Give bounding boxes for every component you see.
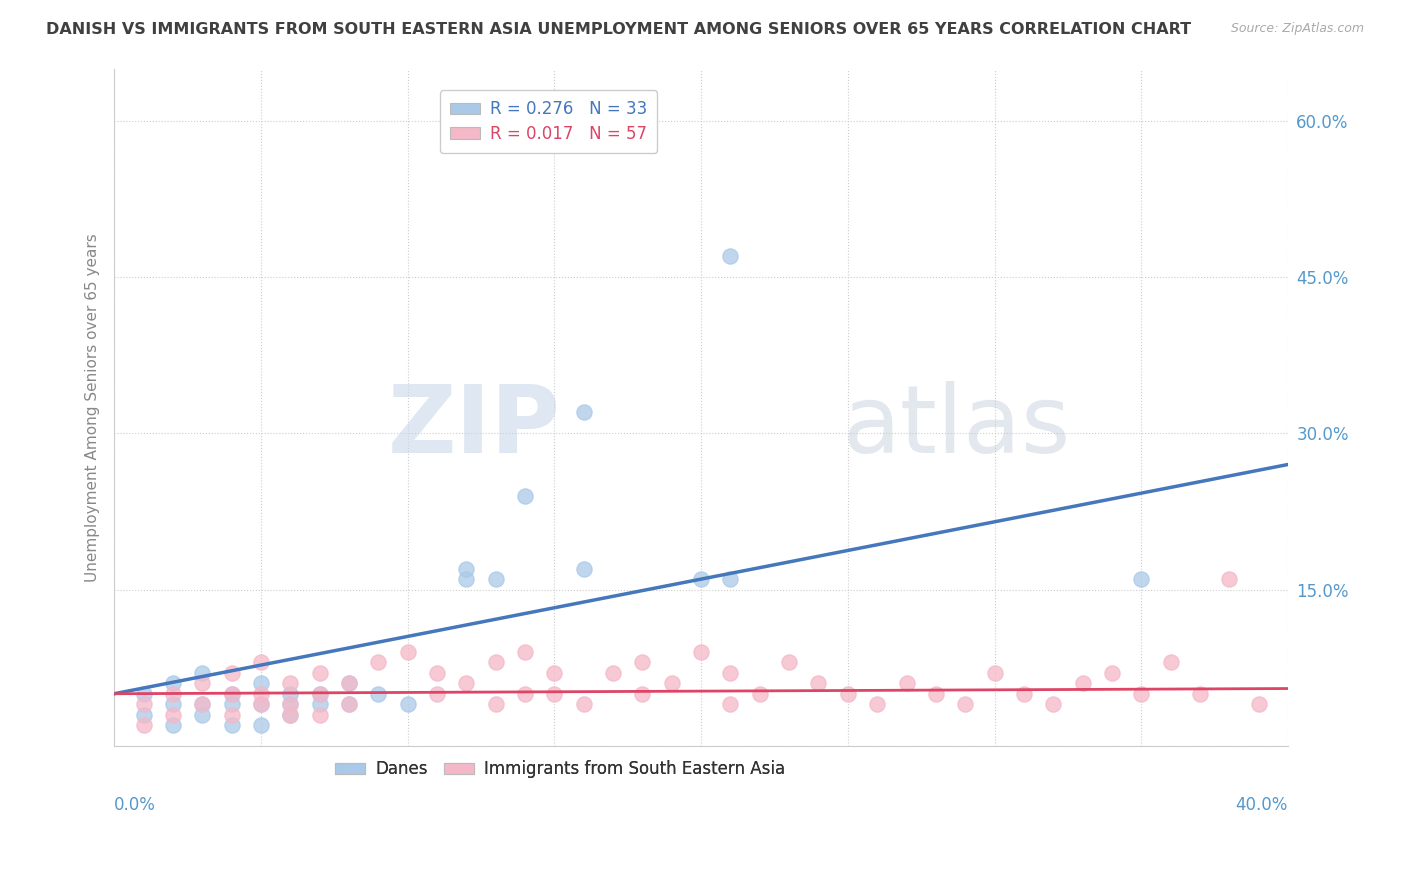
Point (162, 707, 184, 722)
Point (132, 687, 155, 701)
Point (1012, 687, 1035, 701)
Point (1160, 656, 1182, 670)
Point (513, 687, 536, 701)
Point (278, 707, 301, 722)
Point (162, 676, 184, 690)
Point (426, 665, 449, 680)
Point (953, 697, 976, 711)
Point (337, 676, 360, 690)
Point (1101, 665, 1123, 680)
Point (221, 697, 243, 711)
Point (250, 687, 273, 701)
Point (337, 697, 360, 711)
Point (250, 676, 273, 690)
Point (1071, 676, 1094, 690)
Point (191, 707, 214, 722)
Point (132, 707, 155, 722)
Point (308, 687, 330, 701)
Point (1130, 687, 1153, 701)
Point (367, 656, 389, 670)
Point (690, 572, 713, 586)
Point (191, 676, 214, 690)
Point (513, 645, 536, 659)
Point (162, 697, 184, 711)
Point (543, 665, 565, 680)
Y-axis label: Unemployment Among Seniors over 65 years: Unemployment Among Seniors over 65 years (86, 233, 100, 582)
Point (221, 707, 243, 722)
Point (337, 697, 360, 711)
Point (250, 697, 273, 711)
Point (485, 697, 508, 711)
Point (983, 665, 1005, 680)
Point (162, 687, 184, 701)
Text: atlas: atlas (842, 382, 1070, 474)
Text: Source: ZipAtlas.com: Source: ZipAtlas.com (1230, 22, 1364, 36)
Point (456, 572, 478, 586)
Text: DANISH VS IMMIGRANTS FROM SOUTH EASTERN ASIA UNEMPLOYMENT AMONG SENIORS OVER 65 : DANISH VS IMMIGRANTS FROM SOUTH EASTERN … (46, 22, 1191, 37)
Point (456, 676, 478, 690)
Point (807, 676, 830, 690)
Point (456, 562, 478, 576)
Point (132, 697, 155, 711)
Point (720, 665, 742, 680)
Point (720, 249, 742, 263)
Point (837, 687, 859, 701)
Point (513, 489, 536, 503)
Point (543, 687, 565, 701)
Point (308, 697, 330, 711)
Point (162, 718, 184, 732)
Point (278, 687, 301, 701)
Point (278, 676, 301, 690)
Point (485, 656, 508, 670)
Point (278, 697, 301, 711)
Point (631, 687, 654, 701)
Legend: Danes, Immigrants from South Eastern Asia: Danes, Immigrants from South Eastern Asi… (329, 754, 792, 785)
Point (572, 405, 595, 419)
Point (1188, 687, 1211, 701)
Point (308, 707, 330, 722)
Point (221, 687, 243, 701)
Point (572, 562, 595, 576)
Point (690, 645, 713, 659)
Point (250, 656, 273, 670)
Point (602, 665, 624, 680)
Point (308, 665, 330, 680)
Point (278, 707, 301, 722)
Point (308, 687, 330, 701)
Point (1247, 697, 1270, 711)
Point (250, 697, 273, 711)
Point (426, 687, 449, 701)
Text: 0.0%: 0.0% (114, 796, 156, 814)
Point (720, 572, 742, 586)
Point (748, 687, 770, 701)
Point (191, 697, 214, 711)
Point (661, 676, 683, 690)
Point (191, 697, 214, 711)
Point (132, 718, 155, 732)
Point (720, 697, 742, 711)
Point (778, 656, 800, 670)
Point (221, 718, 243, 732)
Point (337, 676, 360, 690)
Point (278, 697, 301, 711)
Point (1130, 572, 1153, 586)
Point (1218, 572, 1240, 586)
Point (396, 645, 419, 659)
Point (250, 718, 273, 732)
Point (485, 572, 508, 586)
Point (221, 665, 243, 680)
Point (572, 697, 595, 711)
Point (1042, 697, 1064, 711)
Point (396, 697, 419, 711)
Point (631, 656, 654, 670)
Point (866, 697, 889, 711)
Text: 40.0%: 40.0% (1236, 796, 1288, 814)
Point (896, 676, 918, 690)
Text: ZIP: ZIP (388, 382, 560, 474)
Point (191, 665, 214, 680)
Point (367, 687, 389, 701)
Point (221, 687, 243, 701)
Point (925, 687, 948, 701)
